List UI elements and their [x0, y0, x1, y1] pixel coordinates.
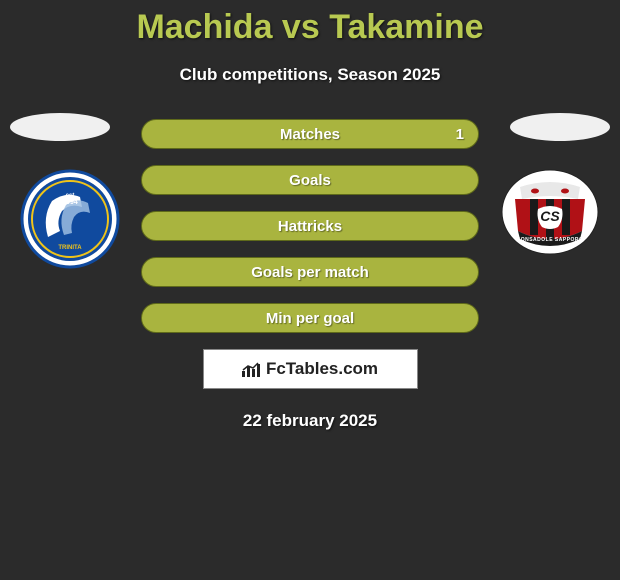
- right-placeholder-oval: [510, 113, 610, 141]
- stat-row-matches: Matches 1: [141, 119, 479, 149]
- stat-label: Goals: [289, 172, 331, 189]
- comparison-area: est 1994 TRINITA CS CONSADOLE SAPPORO Ma…: [0, 119, 620, 431]
- svg-text:CS: CS: [540, 208, 560, 224]
- svg-text:CONSADOLE SAPPORO: CONSADOLE SAPPORO: [517, 237, 584, 243]
- svg-text:1994: 1994: [62, 199, 78, 206]
- stat-row-hattricks: Hattricks: [141, 211, 479, 241]
- stat-label: Min per goal: [266, 310, 354, 327]
- stat-label: Goals per match: [251, 264, 369, 281]
- stat-label: Hattricks: [278, 218, 342, 235]
- stat-row-goals: Goals: [141, 165, 479, 195]
- stat-row-min-per-goal: Min per goal: [141, 303, 479, 333]
- brand-box[interactable]: FcTables.com: [203, 349, 418, 389]
- page-subtitle: Club competitions, Season 2025: [0, 65, 620, 85]
- stat-rows: Matches 1 Goals Hattricks Goals per matc…: [141, 119, 479, 333]
- svg-text:TRINITA: TRINITA: [58, 245, 82, 251]
- stat-value-right: 1: [456, 126, 464, 143]
- brand-text: FcTables.com: [266, 359, 378, 379]
- stat-row-goals-per-match: Goals per match: [141, 257, 479, 287]
- page-title: Machida vs Takamine: [0, 0, 620, 47]
- left-team-logo: est 1994 TRINITA: [20, 169, 120, 274]
- chart-icon: [242, 361, 262, 377]
- stat-label: Matches: [280, 126, 340, 143]
- date-text: 22 february 2025: [0, 411, 620, 431]
- brand-label: FcTables.com: [242, 359, 378, 379]
- left-placeholder-oval: [10, 113, 110, 141]
- right-team-logo: CS CONSADOLE SAPPORO: [500, 169, 600, 260]
